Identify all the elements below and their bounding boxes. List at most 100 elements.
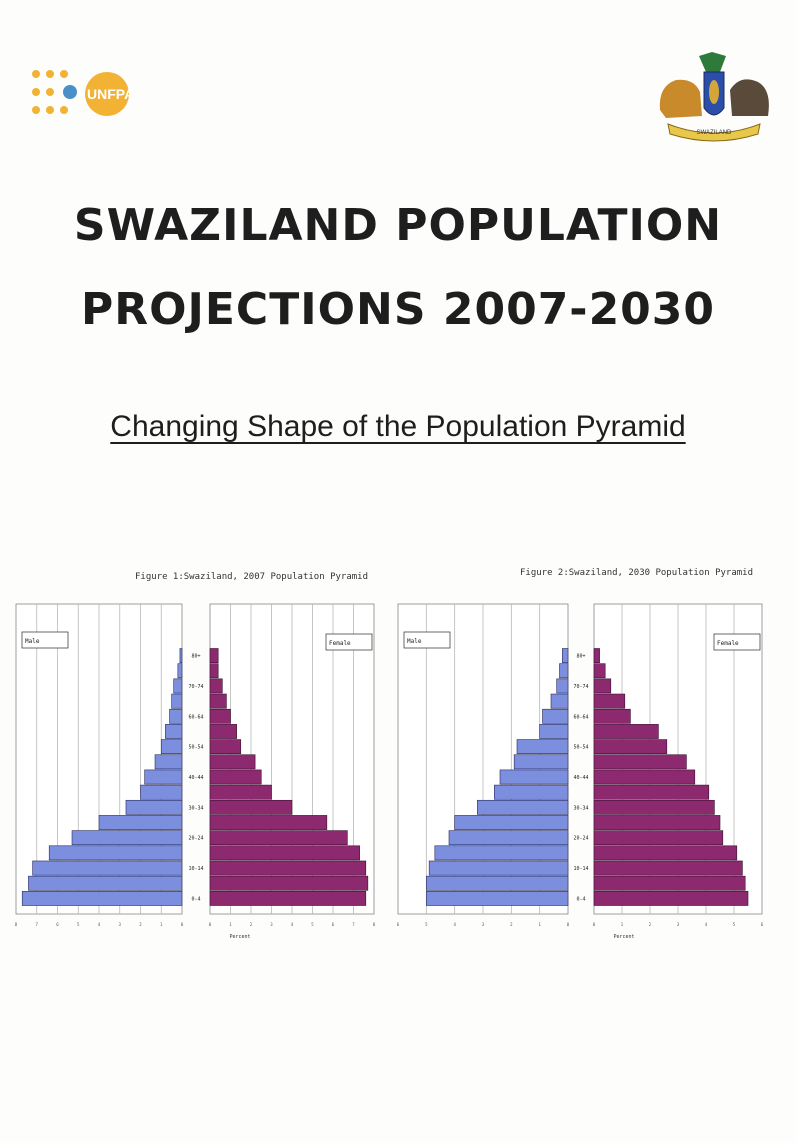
male-bar — [513, 754, 569, 770]
female-bar — [593, 784, 710, 800]
male-bar — [426, 891, 569, 906]
x-tick-label: 1 — [538, 922, 541, 927]
x-tick-label: 0 — [593, 922, 596, 927]
female-bar — [209, 891, 367, 906]
x-tick-label: 6 — [56, 922, 59, 927]
x-tick-label: 0 — [181, 922, 184, 927]
male-bar — [169, 708, 183, 724]
male-bar — [426, 875, 569, 891]
male-bar — [516, 739, 569, 755]
female-bar — [209, 663, 219, 679]
female-bar — [593, 754, 687, 770]
legend-female: Female — [325, 633, 373, 651]
female-bar — [209, 708, 231, 724]
x-tick-label: 7 — [352, 922, 355, 927]
x-tick-label: 2 — [510, 922, 513, 927]
male-bar — [499, 769, 569, 785]
figure-1-title: Figure 1:Swaziland, 2007 Population Pyra… — [135, 572, 368, 582]
age-label: 10-14 — [573, 866, 588, 872]
male-bar — [165, 724, 183, 739]
x-tick-label: 4 — [453, 922, 456, 927]
x-tick-label: 5 — [77, 922, 80, 927]
x-tick-label: 4 — [705, 922, 708, 927]
female-bar — [209, 784, 272, 800]
age-label: 60-64 — [573, 714, 588, 720]
x-tick-label: 6 — [761, 922, 764, 927]
x-tick-label: 8 — [373, 922, 376, 927]
unfpa-logo-text: UNFPA — [87, 86, 134, 102]
male-bar — [160, 739, 183, 755]
male-bar — [550, 693, 569, 709]
x-axis-label: Percent — [613, 934, 634, 940]
male-bar — [448, 830, 569, 846]
legend-male: Male — [21, 631, 69, 649]
male-bar — [144, 769, 183, 785]
male-bar — [177, 663, 183, 679]
x-tick-label: 1 — [229, 922, 232, 927]
x-tick-label: 3 — [270, 922, 273, 927]
male-bar — [434, 845, 569, 861]
female-bar — [593, 739, 668, 755]
x-tick-label: 6 — [332, 922, 335, 927]
male-bar — [428, 860, 569, 876]
legend-male-box — [403, 631, 451, 649]
pyramid-chart-2030: 0-4 10-14 20-24 30-34 40-44 50-54 60-64 70-74 80… — [396, 600, 768, 949]
female-bar — [593, 663, 606, 679]
subtitle: Changing Shape of the Population Pyramid — [0, 410, 796, 444]
pyramid-chart-2007: 0-4 10-14 20-24 30-34 40-44 50-54 60-64 70-74 80… — [14, 600, 378, 949]
male-bar — [559, 663, 569, 679]
female-bar — [593, 815, 721, 830]
legend-male-label: Male — [25, 638, 40, 645]
female-bar — [593, 799, 715, 815]
age-label: 80+ — [576, 654, 585, 660]
female-bar — [209, 875, 369, 891]
x-tick-label: 3 — [677, 922, 680, 927]
female-bar — [209, 845, 360, 861]
female-bar — [593, 860, 743, 876]
x-axis-label: Percent — [229, 934, 250, 940]
female-bar — [593, 724, 659, 739]
legend-male-label: Male — [407, 638, 422, 645]
x-tick-label: 2 — [139, 922, 142, 927]
male-bar — [539, 724, 569, 739]
female-bar — [593, 891, 749, 906]
female-bar — [593, 693, 626, 709]
female-bar — [593, 648, 600, 663]
legend-female-label: Female — [329, 640, 351, 647]
age-label: 50-54 — [188, 745, 203, 751]
main-title-line-2: PROJECTIONS 2007-2030 — [80, 284, 716, 335]
female-bar — [209, 754, 256, 770]
x-tick-label: 0 — [209, 922, 212, 927]
female-bar — [209, 648, 219, 663]
age-label: 20-24 — [573, 836, 588, 842]
x-tick-label: 7 — [36, 922, 39, 927]
male-bar — [477, 799, 569, 815]
male-bar — [98, 815, 183, 830]
male-bar — [454, 815, 569, 830]
main-title-line-1: SWAZILAND POPULATION — [73, 200, 723, 251]
age-label: 70-74 — [188, 684, 203, 690]
pyramid-chart-2007-svg: 0-410-1420-2430-3440-4450-5460-6470-7480… — [15, 603, 376, 940]
female-bar — [593, 769, 696, 785]
male-bar — [125, 799, 183, 815]
female-bar — [209, 739, 242, 755]
x-tick-label: 2 — [250, 922, 253, 927]
x-tick-label: 6 — [397, 922, 400, 927]
age-label: 0-4 — [576, 896, 585, 902]
female-bar — [209, 830, 348, 846]
female-bar — [209, 678, 223, 694]
x-tick-label: 5 — [425, 922, 428, 927]
swaziland-coat-of-arms-logo: SWAZILAND — [654, 50, 774, 146]
x-tick-label: 5 — [733, 922, 736, 927]
male-bar — [48, 845, 183, 861]
unfpa-logo: UNFPA — [30, 66, 140, 122]
female-bar — [209, 724, 237, 739]
male-bar — [154, 754, 183, 770]
male-bar — [171, 693, 183, 709]
male-bar — [562, 648, 569, 663]
age-label: 40-44 — [188, 775, 203, 781]
female-bar — [593, 830, 724, 846]
age-label: 60-64 — [188, 714, 203, 720]
age-label: 30-34 — [188, 805, 203, 811]
male-bar — [28, 875, 183, 891]
